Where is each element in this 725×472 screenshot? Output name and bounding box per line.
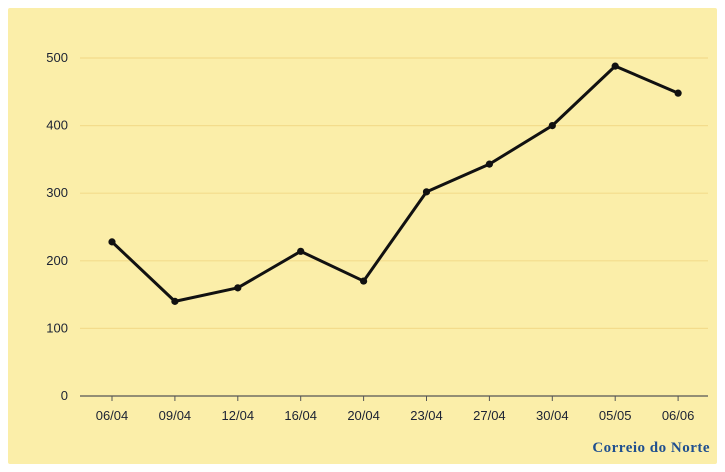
data-point <box>674 89 682 97</box>
data-series <box>108 62 682 305</box>
data-point <box>297 247 305 255</box>
data-point <box>108 238 116 246</box>
y-tick-label: 500 <box>46 50 68 65</box>
data-point <box>234 284 242 292</box>
x-tick-labels: 06/04 09/04 12/04 16/04 20/04 23/04 27/04 30/04… <box>96 408 695 423</box>
grid-lines <box>80 57 708 329</box>
source-logo: Correio do Norte <box>592 440 710 456</box>
data-point <box>171 297 179 305</box>
series-line <box>110 64 680 303</box>
chart-background <box>8 8 717 464</box>
axes <box>80 395 708 401</box>
x-tick-label: 27/04 <box>473 408 506 423</box>
x-tick-label: 20/04 <box>347 408 380 423</box>
x-tick-label: 30/04 <box>536 408 569 423</box>
data-point <box>360 277 368 285</box>
x-tick-label: 06/06 <box>662 408 695 423</box>
x-tick-label: 16/04 <box>284 408 317 423</box>
y-tick-label: 200 <box>46 253 68 268</box>
y-tick-label: 0 <box>61 388 68 403</box>
x-tick-label: 06/04 <box>96 408 129 423</box>
y-tick-label: 100 <box>46 320 68 335</box>
x-tick-label: 05/05 <box>599 408 632 423</box>
data-point <box>611 62 619 70</box>
y-tick-labels: 0 100 200 300 400 500 <box>46 50 68 403</box>
x-tick-label: 23/04 <box>410 408 443 423</box>
data-point <box>422 188 431 196</box>
x-tick-label: 09/04 <box>159 408 192 423</box>
data-point <box>485 160 493 168</box>
x-tick-label: 12/04 <box>222 408 255 423</box>
y-tick-label: 400 <box>46 118 68 133</box>
y-tick-label: 300 <box>46 185 68 200</box>
data-point <box>548 122 556 130</box>
